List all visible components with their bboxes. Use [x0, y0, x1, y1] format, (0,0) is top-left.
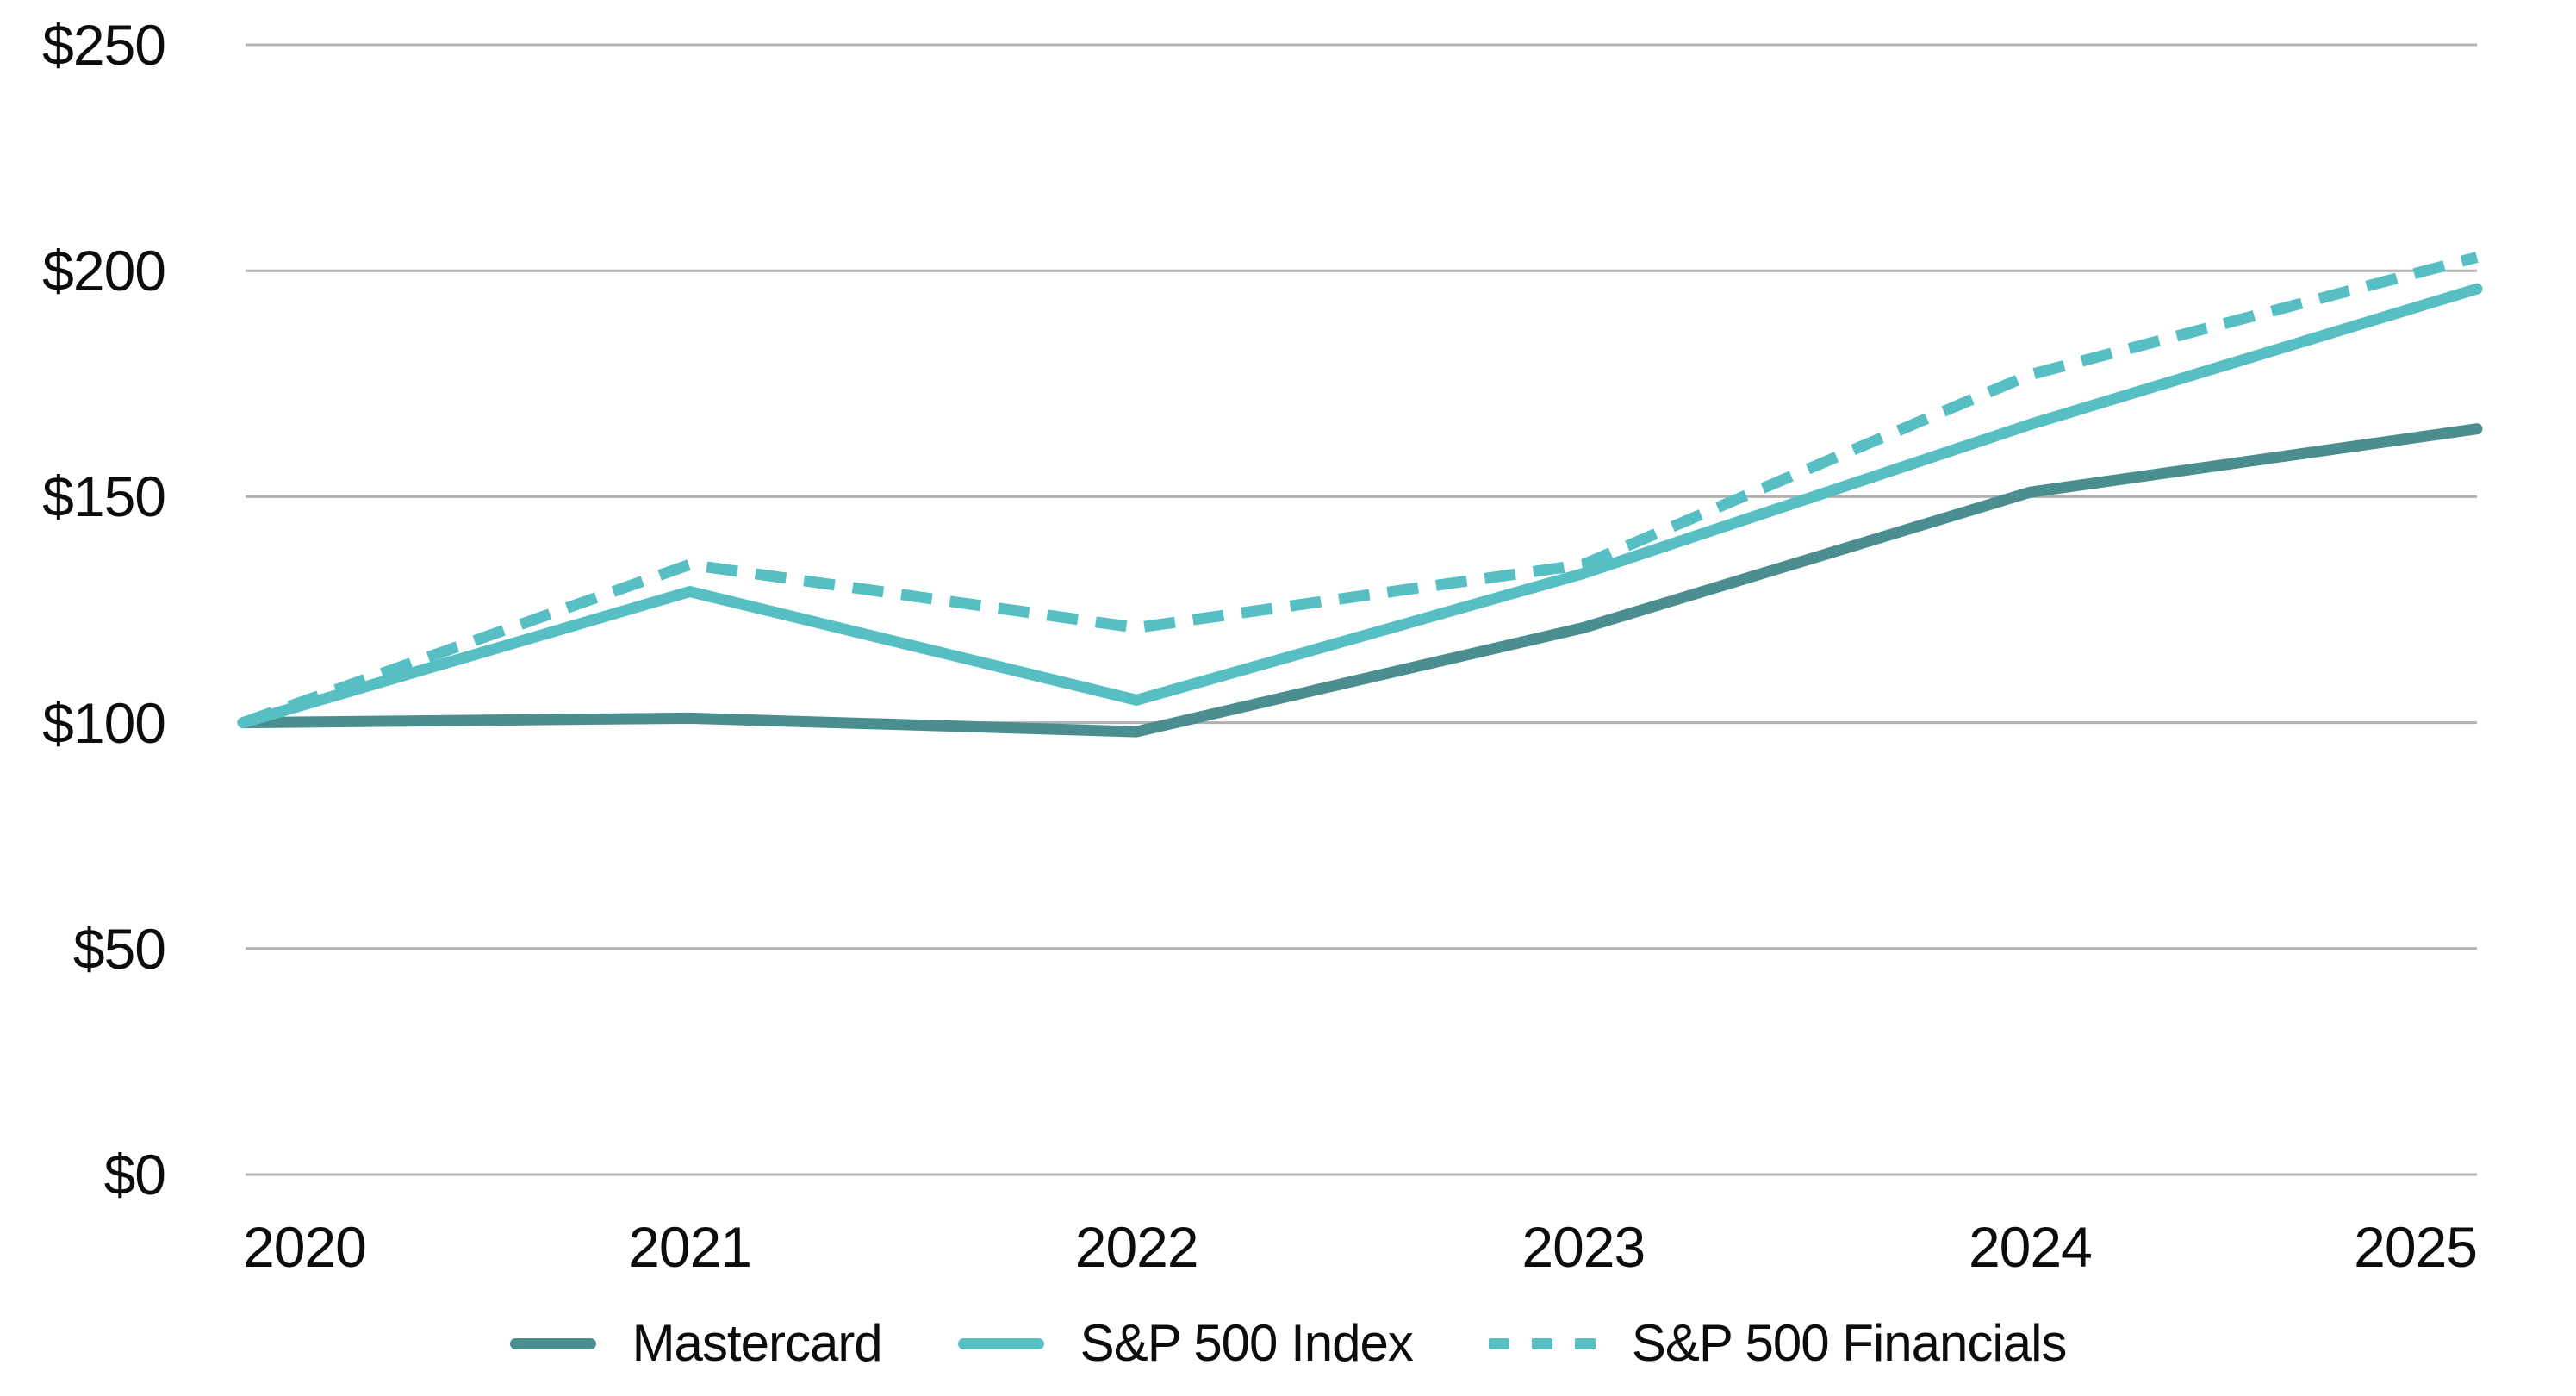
y-axis: $0 $50 $100 $150 $200 $250	[0, 0, 166, 1396]
y-tick-label: $250	[42, 13, 166, 77]
legend-item-s-p-500-index: S&P 500 Index	[957, 1314, 1414, 1372]
legend-swatch-dashed-line-icon	[1488, 1337, 1596, 1349]
legend-label: S&P 500 Financials	[1631, 1314, 2068, 1372]
legend-label: Mastercard	[632, 1314, 883, 1372]
legend-swatch-solid-line-icon	[957, 1337, 1044, 1349]
dash-segment	[1531, 1337, 1552, 1349]
series-line-s-p-500-financials	[240, 252, 2479, 728]
y-tick-label: $200	[42, 239, 166, 303]
y-tick-label: $0	[103, 1143, 166, 1206]
series-line-mastercard	[237, 423, 2483, 738]
series-lines	[237, 252, 2483, 738]
legend-item-mastercard: Mastercard	[509, 1314, 883, 1372]
dash-segment	[1574, 1337, 1596, 1349]
legend-item-s-p-500-financials: S&P 500 Financials	[1488, 1314, 2068, 1372]
legend-label: S&P 500 Index	[1080, 1314, 1414, 1372]
gridlines	[246, 43, 2477, 1176]
y-tick-label: $100	[42, 690, 166, 755]
dash-segment	[1488, 1337, 1509, 1349]
y-tick-label: $150	[42, 464, 166, 529]
legend-swatch-solid-line-icon	[509, 1337, 596, 1349]
series-line-s-p-500-index	[237, 283, 2483, 729]
y-tick-label: $50	[72, 916, 166, 981]
legend: Mastercard S&P 500 Index S&P 500 Financial…	[0, 1313, 2576, 1374]
